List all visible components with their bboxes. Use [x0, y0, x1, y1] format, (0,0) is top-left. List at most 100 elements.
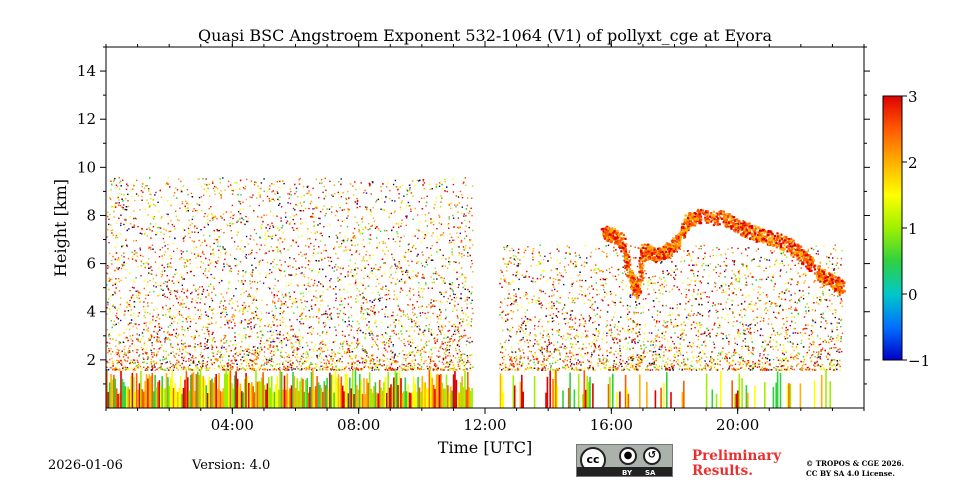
noise-pixel: [120, 214, 122, 216]
noise-pixel: [369, 184, 371, 186]
noise-pixel: [189, 320, 192, 323]
noise-pixel: [122, 341, 125, 343]
noise-pixel: [156, 368, 158, 371]
noise-pixel: [346, 325, 349, 328]
noise-pixel: [403, 195, 405, 197]
noise-pixel: [230, 365, 232, 367]
noise-pixel: [296, 284, 298, 286]
noise-pixel: [319, 334, 321, 337]
noise-pixel: [290, 329, 292, 331]
noise-pixel: [410, 364, 412, 367]
noise-pixel: [145, 185, 147, 187]
noise-pixel: [237, 231, 239, 233]
noise-pixel: [239, 309, 241, 311]
noise-pixel: [460, 241, 463, 243]
noise-pixel: [190, 336, 193, 338]
noise-pixel: [301, 346, 304, 349]
noise-pixel: [107, 211, 109, 213]
noise-pixel: [360, 310, 362, 313]
noise-pixel: [408, 243, 410, 245]
noise-pixel: [457, 363, 460, 366]
noise-pixel: [288, 274, 290, 276]
noise-pixel: [124, 337, 127, 339]
noise-pixel: [373, 307, 375, 309]
noise-pixel: [396, 189, 399, 191]
noise-pixel: [440, 333, 442, 335]
noise-pixel: [166, 367, 168, 370]
noise-pixel: [366, 250, 368, 253]
noise-pixel: [221, 280, 223, 282]
noise-pixel: [156, 339, 158, 341]
noise-pixel: [294, 183, 296, 186]
noise-pixel: [281, 303, 284, 305]
noise-pixel: [469, 363, 472, 366]
noise-pixel: [308, 192, 310, 194]
noise-pixel: [266, 359, 268, 361]
noise-pixel: [429, 183, 431, 186]
noise-pixel: [214, 367, 216, 370]
noise-pixel: [234, 359, 236, 361]
noise-pixel: [201, 367, 203, 369]
noise-pixel: [180, 343, 183, 345]
noise-pixel: [185, 318, 188, 321]
noise-pixel: [167, 262, 169, 265]
noise-pixel: [259, 194, 261, 196]
noise-pixel: [439, 291, 441, 293]
noise-pixel: [360, 312, 362, 314]
noise-pixel: [200, 229, 202, 231]
noise-pixel: [199, 298, 202, 300]
noise-pixel: [243, 353, 245, 355]
noise-pixel: [159, 249, 161, 251]
noise-pixel: [376, 199, 378, 202]
noise-pixel: [122, 179, 124, 181]
noise-pixel: [426, 344, 428, 346]
noise-pixel: [247, 326, 249, 328]
noise-pixel: [338, 279, 341, 281]
noise-pixel: [333, 369, 335, 371]
noise-pixel: [402, 350, 404, 352]
noise-pixel: [149, 339, 151, 341]
noise-pixel: [280, 343, 283, 345]
noise-pixel: [201, 329, 203, 331]
noise-pixel: [338, 359, 341, 361]
noise-pixel: [377, 298, 380, 300]
noise-pixel: [265, 252, 267, 254]
noise-pixel: [368, 328, 370, 330]
noise-pixel: [458, 254, 460, 257]
noise-pixel: [112, 304, 114, 306]
noise-pixel: [366, 206, 368, 209]
noise-pixel: [181, 290, 183, 293]
noise-pixel: [242, 219, 245, 221]
noise-pixel: [172, 242, 174, 245]
noise-pixel: [434, 365, 437, 368]
noise-pixel: [150, 358, 152, 361]
noise-pixel: [126, 337, 128, 339]
noise-pixel: [155, 191, 157, 194]
noise-pixel: [216, 262, 218, 264]
noise-pixel: [290, 194, 292, 196]
noise-pixel: [161, 246, 164, 249]
noise-pixel: [341, 209, 344, 211]
noise-pixel: [461, 359, 463, 361]
noise-pixel: [347, 296, 350, 299]
noise-pixel: [261, 364, 263, 366]
noise-pixel: [219, 236, 221, 238]
noise-pixel: [246, 320, 248, 323]
noise-pixel: [447, 223, 450, 225]
noise-pixel: [224, 324, 226, 326]
noise-pixel: [346, 239, 349, 242]
noise-pixel: [401, 289, 404, 291]
noise-pixel: [167, 177, 169, 179]
noise-pixel: [242, 283, 245, 285]
noise-pixel: [189, 345, 191, 347]
noise-pixel: [354, 216, 356, 218]
noise-pixel: [151, 244, 154, 246]
noise-pixel: [440, 223, 443, 225]
noise-pixel: [433, 300, 435, 302]
noise-pixel: [191, 369, 193, 371]
noise-pixel: [448, 257, 450, 259]
noise-pixel: [389, 358, 392, 360]
noise-pixel: [408, 205, 410, 207]
noise-pixel: [111, 278, 113, 281]
noise-pixel: [329, 368, 332, 370]
